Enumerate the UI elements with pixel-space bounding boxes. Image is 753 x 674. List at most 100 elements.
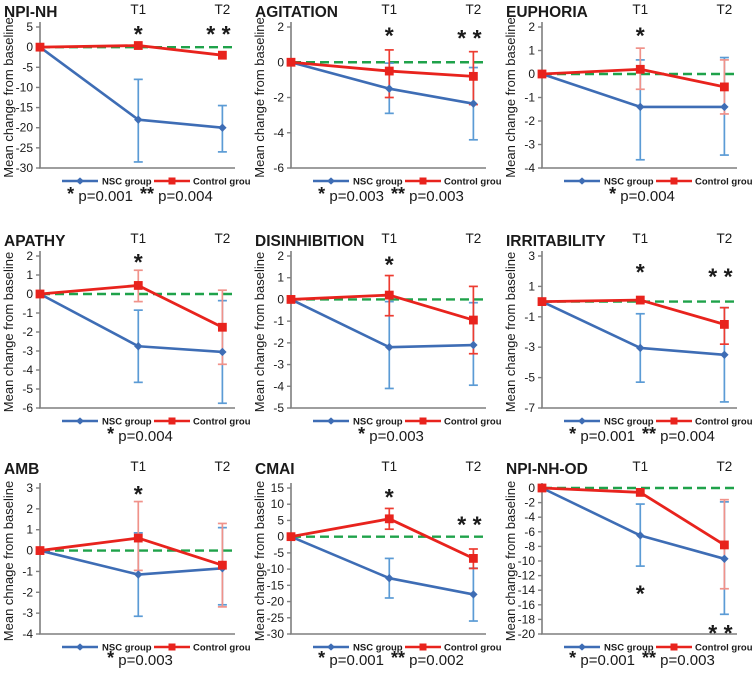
legend-control-marker-square [168,177,176,185]
significance-star: * [134,481,143,507]
legend: NSC group Control group [62,177,251,188]
y-tick-label: -5 [524,371,535,385]
nsc-group-line [541,486,725,561]
y-tick-label: 0 [528,481,535,495]
nsc-group-marker-diamond [134,115,143,124]
y-tick-label: 0 [26,544,33,558]
control-group-marker-square [35,42,45,52]
y-axis-label: Mean change from baseline [503,17,518,177]
y-tick-label: -5 [273,546,284,560]
p-value-text: * p=0.001 ** p=0.004 [67,184,213,205]
panel-title: AMB [4,461,39,478]
y-tick-label: -2 [22,585,33,599]
legend-control-label: Control group [193,643,251,654]
y-tick-label: 0 [26,287,33,301]
nsc-group-line [39,292,223,354]
y-tick-label: 3 [528,249,535,263]
y-tick-label: 2 [277,20,284,34]
y-tick-label: -30 [267,627,285,641]
legend-nsc-marker-diamond [76,417,84,425]
timepoint-label-t2: T2 [717,459,733,474]
y-tick-label: -2 [273,91,284,105]
control-group-marker-square [286,57,296,67]
panel-euphoria: 2 1 0 -1 -2 -3 -4 * EUPHORIA T1 T2 Mean change from… [503,2,753,205]
nsc-group-marker-diamond [218,347,227,357]
y-axis-label: Mean change from baseline [252,17,267,177]
y-tick-label: -2 [22,325,33,339]
y-tick-label: 2 [277,249,284,263]
nsc-group-marker-diamond [636,102,645,112]
y-tick-label: -1 [273,314,284,328]
nsc-group-line [290,298,474,349]
panel-irritability: 3 1 -1 -3 -5 -7 * * * IRRITABILITY T1 T2 Mean chang… [503,231,753,445]
control-group-line [290,517,474,560]
control-group-marker-square [635,487,645,497]
y-tick-label: 5 [26,20,33,34]
legend-nsc-marker-diamond [578,177,586,185]
y-tick-label: -14 [518,583,536,597]
control-group-marker-square [217,50,227,60]
significance-star: * [385,484,394,510]
y-tick-label: -15 [16,101,34,115]
y-tick-label: -3 [22,606,33,620]
y-tick-label: -1 [22,306,33,320]
y-tick-label: -6 [524,525,535,539]
legend-nsc-marker-diamond [327,177,335,185]
control-group-marker-square [384,290,394,300]
y-tick-label: -4 [22,627,33,641]
panel-title: NPI-NH [4,4,57,21]
nsc-group-marker-diamond [385,573,394,583]
control-group-marker-square [537,69,547,79]
y-tick-label: -7 [524,401,535,415]
timepoint-label-t1: T1 [381,231,397,246]
y-tick-label: -4 [524,510,535,524]
y-tick-label: 2 [26,502,33,516]
legend: NSC group Control group [313,417,502,428]
legend-nsc-label: NSC group [353,417,403,428]
y-tick-label: -4 [524,161,535,175]
nsc-group-marker-diamond [134,342,143,351]
significance-star: * [134,249,143,275]
timepoint-label-t1: T1 [632,459,648,474]
y-tick-label: -3 [273,358,284,372]
p-value-text: * p=0.004 [107,424,173,445]
y-tick-label: -1 [524,91,535,105]
panel-title: APATHY [4,233,66,250]
legend-control-label: Control group [193,177,251,188]
control-group-marker-square [133,41,143,50]
significance-star: * * [708,264,732,290]
control-group-marker-square [133,281,143,290]
control-group-line [39,284,224,329]
panel-cmai: 15 10 5 0 -5 -10 -15 -20 -25 -30 * * * CMAI T1 T2 Mean … [252,459,502,669]
nsc-group-marker-diamond [636,531,645,540]
y-tick-label: -4 [273,379,284,393]
y-tick-label: 10 [271,497,285,511]
y-tick-label: 5 [277,513,284,527]
legend: NSC group Control group [62,643,251,654]
panel-amb: 3 2 1 0 -1 -2 -3 -4 * AMB T1 T2 Mean chnage from bas… [1,459,251,669]
legend-nsc-label: NSC group [604,177,654,188]
y-tick-label: -1 [22,564,33,578]
nsc-group-marker-diamond [218,123,227,132]
nsc-group-marker-diamond [385,343,394,352]
panel-title: NPI-NH-OD [506,461,588,478]
y-tick-label: 2 [26,249,33,263]
y-tick-label: -3 [524,138,535,152]
control-group-line [541,298,725,326]
panel-title: EUPHORIA [506,4,588,21]
y-axis-label: Mean change from baseline [252,252,267,412]
control-group-marker-square [468,315,478,325]
nsc-group-line [541,300,725,357]
legend-nsc-label: NSC group [604,643,654,654]
y-axis-label: Mean change from baseline [1,17,16,177]
legend-nsc-marker-diamond [327,643,335,651]
p-value-text: * p=0.001 ** p=0.002 [318,648,464,669]
legend-control-marker-square [670,643,678,651]
significance-star: * [636,23,645,49]
p-value-text: * p=0.001 ** p=0.003 [569,648,715,669]
legend: NSC group Control group [564,417,753,428]
timepoint-label-t1: T1 [632,231,648,246]
y-tick-label: -3 [524,340,535,354]
panel-apathy: 2 1 0 -1 -2 -3 -4 -5 -6 * APATHY T1 T2 Mean change fr… [1,231,251,445]
p-value-text: * p=0.003 [358,424,424,445]
